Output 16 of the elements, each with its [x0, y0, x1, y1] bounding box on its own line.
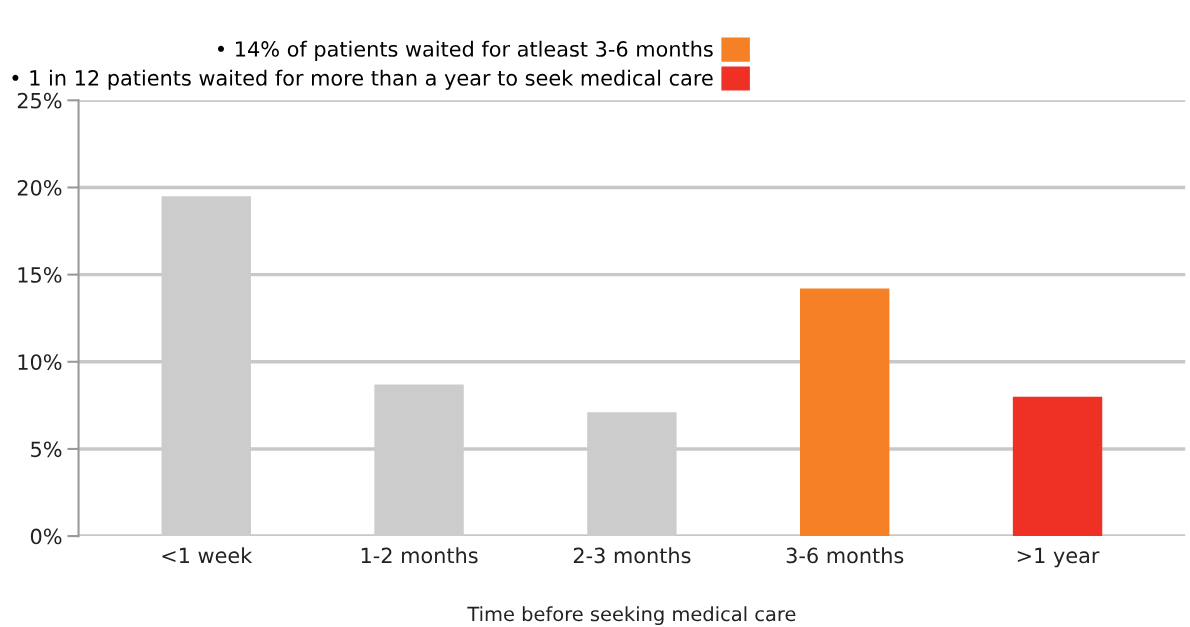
x-tick-label: 3-6 months	[786, 547, 904, 564]
x-axis-title: Time before seeking medical care	[467, 606, 796, 626]
legend-label: • 14% of patients waited for atleast 3-6 months	[217, 40, 713, 61]
y-tick-label: 10%	[18, 354, 62, 370]
bar	[1012, 396, 1103, 537]
x-tick-label: <1 week	[162, 547, 253, 564]
bar	[800, 288, 890, 537]
y-tick-label: 20%	[17, 179, 62, 196]
y-tick-label: 25%	[17, 92, 62, 109]
y-tick-label: 15%	[18, 267, 62, 283]
legend-label: • 1 in 12 patients waited for more than a year to seek medical care	[12, 69, 713, 90]
x-tick-label: >1 year	[1017, 547, 1100, 568]
x-tick-label: 1-2 months	[361, 547, 478, 564]
x-tick-label: 2-3 months	[573, 547, 691, 564]
y-tick-label: 0%	[30, 528, 62, 545]
y-tick-label: 5%	[31, 441, 62, 458]
